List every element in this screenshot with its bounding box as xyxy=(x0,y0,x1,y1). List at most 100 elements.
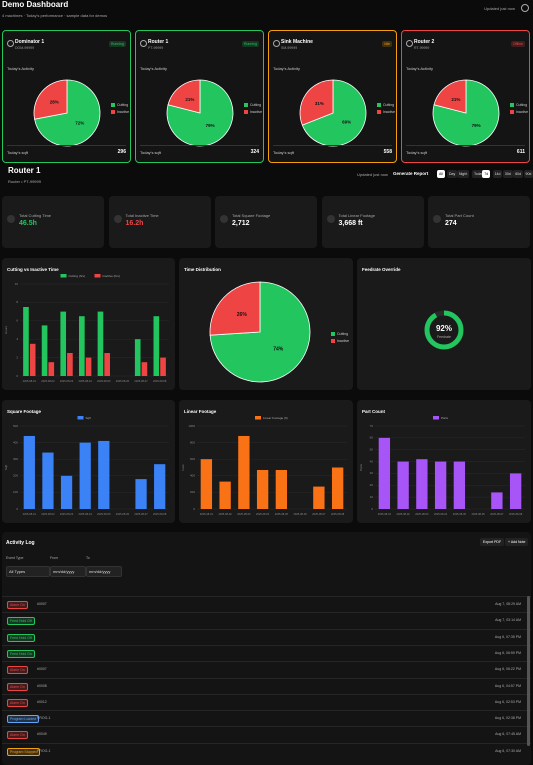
legend-label: Sqft xyxy=(86,416,92,420)
x-tick-label: 2025-08-07 xyxy=(312,512,326,516)
legend-swatch xyxy=(60,274,67,278)
machine-card[interactable]: Sink Machine SM-99999 Idle Today's Activity… xyxy=(268,30,397,163)
legend-label: Parts xyxy=(441,416,449,420)
event-badge: Alarm On xyxy=(7,731,28,740)
filter-input[interactable]: mm/dd/yyyy xyxy=(50,566,86,577)
report-button[interactable]: Generate Report xyxy=(393,171,429,176)
event-time: Aug 7, 03:14 AM xyxy=(495,618,521,623)
slice-label: 21% xyxy=(451,97,460,102)
stat-card: Total Cutting Time 46.5h xyxy=(2,196,104,248)
x-tick-label: 2025-08-08 xyxy=(153,512,167,516)
y-tick-label: 800 xyxy=(190,440,195,444)
x-tick-label: 2025-08-07 xyxy=(134,379,148,383)
x-tick-label: 2025-08-05 xyxy=(275,512,289,516)
y-tick-label: 0 xyxy=(193,507,195,511)
chart-panel: Feedrate Override 92% Feedrate xyxy=(357,258,531,390)
sqft-label: Today's sqft xyxy=(140,150,161,155)
x-tick-label: 2025-08-04 xyxy=(256,512,270,516)
machine-name: Dominator 1 xyxy=(15,39,45,45)
row-divider xyxy=(2,644,531,646)
range-button[interactable]: 14d xyxy=(492,170,503,178)
range-button[interactable]: Today xyxy=(472,170,486,178)
bar xyxy=(154,464,166,509)
y-tick-label: 2 xyxy=(16,355,18,359)
sqft-value: 558 xyxy=(383,149,392,155)
x-tick-label: 2025-08-04 xyxy=(434,512,448,516)
export-button[interactable]: Export PDF xyxy=(480,538,505,546)
x-tick-label: 2025-08-01 xyxy=(23,379,37,383)
status-badge: Running xyxy=(108,41,126,47)
filter-label: Event Type xyxy=(6,556,24,560)
sqft-value: 324 xyxy=(250,149,259,155)
add-note-button[interactable]: + Add Note xyxy=(505,538,529,546)
machine-name: Router 2 xyxy=(414,39,435,45)
y-tick-label: 300 xyxy=(13,457,18,461)
bar xyxy=(48,362,55,376)
event-detail: #0008 xyxy=(37,683,47,688)
y-tick-label: 200 xyxy=(190,490,195,494)
activity-label: Today's Activity xyxy=(273,66,300,71)
shift-button[interactable]: Night xyxy=(457,170,470,178)
divider xyxy=(406,145,525,146)
y-tick-label: 30 xyxy=(370,471,374,475)
row-divider xyxy=(2,677,531,679)
range-button[interactable]: 60d xyxy=(513,170,524,178)
range-button[interactable]: 90d xyxy=(523,170,533,178)
range-button[interactable]: 7d xyxy=(482,170,491,178)
shift-button[interactable]: All xyxy=(437,170,445,178)
y-tick-label: 4 xyxy=(16,337,18,341)
refresh-icon[interactable] xyxy=(521,4,529,12)
y-tick-label: 400 xyxy=(13,440,18,444)
filter-input[interactable]: All Types xyxy=(6,566,50,577)
pie-slice xyxy=(209,281,261,336)
event-time: Aug 6, 07:35 PM xyxy=(494,634,521,639)
stat-icon xyxy=(220,215,228,223)
machine-card[interactable]: Dominator 1 DOM-99999 Running Today's Activ… xyxy=(2,30,131,163)
x-tick-label: 2025-08-01 xyxy=(378,512,392,516)
row-divider xyxy=(2,628,531,630)
event-badge: Feed Hold Off xyxy=(7,633,35,642)
filter-label: To xyxy=(86,556,90,560)
range-button[interactable]: 30d xyxy=(502,170,513,178)
legend-swatch xyxy=(94,274,101,278)
stat-icon xyxy=(113,215,122,223)
event-badge: Alarm On xyxy=(7,666,28,675)
activity-label: Today's Activity xyxy=(406,66,433,71)
chart-svg: 92% Feedrate xyxy=(424,310,464,350)
gauge-value: 92% xyxy=(436,324,452,333)
x-tick-label: 2025-08-03 xyxy=(415,512,429,516)
x-tick-label: 2025-08-04 xyxy=(79,512,93,516)
sqft-value: 611 xyxy=(516,149,525,155)
slice-label: 21% xyxy=(185,97,194,102)
machine-card[interactable]: Router 2 RT-99999 Offline Today's Activity 7… xyxy=(401,30,530,163)
event-time: Aug 6, 04:57 PM xyxy=(494,683,521,688)
x-tick-label: 2025-08-01 xyxy=(23,512,37,516)
filter-input[interactable]: mm/dd/yyyy xyxy=(86,566,122,577)
machine-name: Router 1 xyxy=(148,39,169,45)
y-tick-label: 0 xyxy=(371,507,373,511)
chart-svg: 79% 21% Cutting Inactive xyxy=(432,79,528,147)
row-divider xyxy=(2,726,531,728)
stat-label: Total Part Count xyxy=(445,213,474,218)
stat-icon xyxy=(433,215,441,223)
stat-value: 3,668 ft xyxy=(338,220,363,227)
stat-label: Total Inactive Time xyxy=(125,213,159,218)
event-badge: Feed Hold Off xyxy=(7,617,35,626)
shift-button[interactable]: Day xyxy=(447,170,458,178)
event-time: Aug 6, 06:59 PM xyxy=(494,650,521,655)
sqft-label: Today's sqft xyxy=(273,150,294,155)
y-tick-label: 8 xyxy=(16,300,18,304)
legend-label: Inactive xyxy=(337,339,349,343)
log-title: Activity Log xyxy=(6,540,35,546)
legend-swatch xyxy=(377,110,381,114)
event-badge: Alarm On xyxy=(7,698,28,707)
stat-label: Total Linear Footage xyxy=(338,213,375,218)
x-tick-label: 2025-08-07 xyxy=(490,512,504,516)
chart-svg: 74% 26% Cutting Inactive xyxy=(209,281,349,383)
bar xyxy=(219,481,231,509)
x-tick-label: 2025-08-02 xyxy=(41,512,55,516)
y-axis-label: Feet xyxy=(181,464,185,470)
bar xyxy=(42,452,54,509)
bar xyxy=(23,435,35,509)
machine-card[interactable]: Router 1 PT-99999 Running Today's Activity 7… xyxy=(135,30,264,163)
